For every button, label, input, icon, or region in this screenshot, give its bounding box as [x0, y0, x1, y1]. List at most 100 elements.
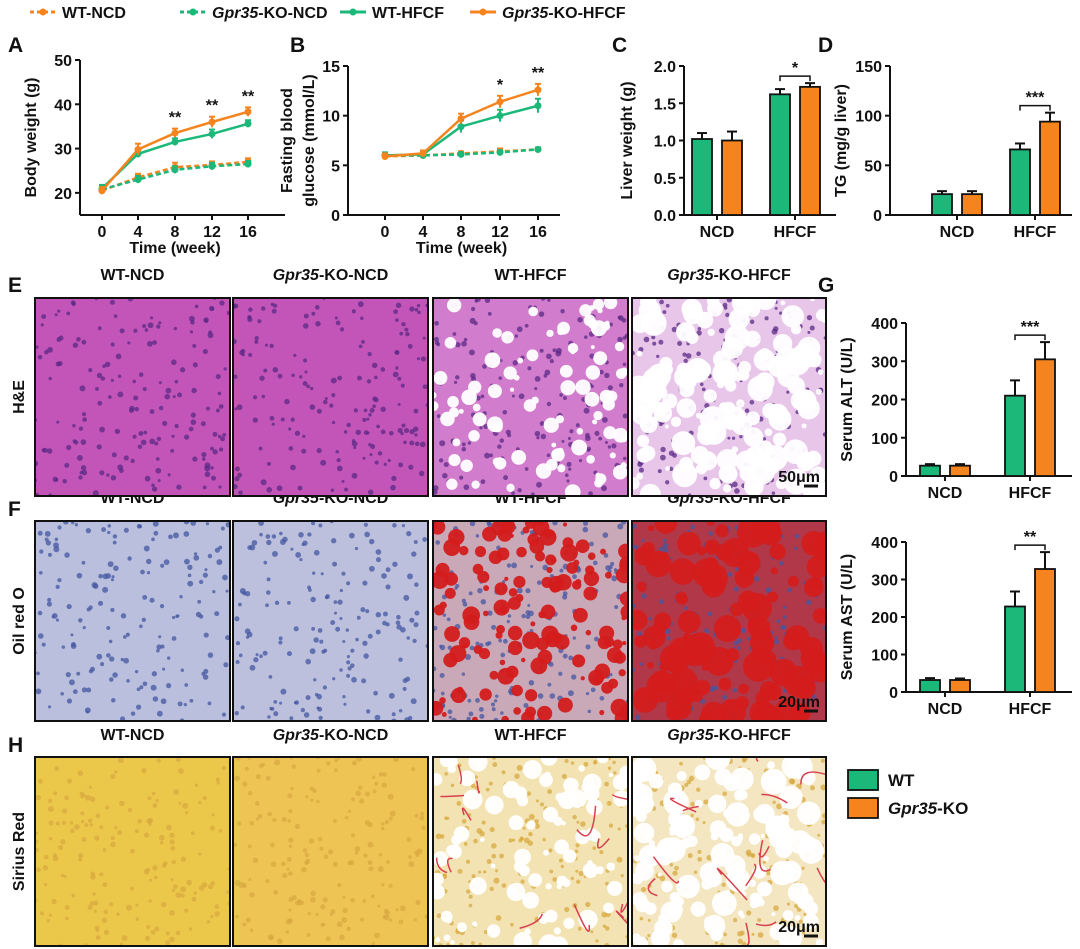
- x-axis-title: Time (week): [416, 240, 507, 257]
- data-point: [457, 150, 465, 158]
- significance-bracket: [1014, 334, 1046, 341]
- label-suffix: -KO-NCD: [258, 5, 327, 22]
- chart-G1: 0 100 200 300 400 Serum ALT (U/L) NCD HFCF ***: [839, 316, 1072, 502]
- series-Gpr35-KO-NCD: [98, 159, 252, 193]
- y-tick-label: 30: [54, 142, 72, 159]
- significance-marker: ***: [1026, 90, 1045, 107]
- label-suffix: WT-HFCF: [372, 5, 444, 22]
- bar-Gpr35-KO-NCD: [949, 464, 971, 477]
- y-axis-title: Fasting blood: [279, 88, 296, 193]
- y-axis-title: Body weight (g): [23, 78, 40, 198]
- gene-name: Gpr35: [888, 799, 938, 818]
- legend-label: WT-HFCF: [372, 5, 444, 22]
- legend-item: WT: [847, 769, 915, 791]
- micrograph: 20μm: [631, 520, 827, 722]
- chart-C: 0.0 0.5 1.0 1.5 2.0 Liver weight (g) NCD HFCF *: [619, 59, 836, 241]
- y-tick-label: 0: [889, 469, 898, 486]
- gene-name: Gpr35: [273, 727, 320, 744]
- top-legend: WT-NCD Gpr35-KO-NCD WT-HFCF Gpr35-KO-HFCF: [30, 5, 626, 22]
- panel-letter-H: H: [8, 734, 23, 757]
- x-tick-label: HFCF: [1009, 485, 1052, 502]
- scale-bar-label: 20μm: [778, 919, 820, 936]
- x-tick-label: 12: [491, 224, 509, 241]
- legend-label: WT-NCD: [62, 5, 126, 22]
- y-axis-title: Liver weight (g): [619, 81, 636, 199]
- series-WT-NCD: [98, 157, 252, 195]
- label-suffix: -KO-NCD: [319, 727, 388, 744]
- row-label: Sirius Red: [11, 812, 28, 891]
- data-point: [244, 120, 252, 128]
- x-tick-label: HFCF: [1014, 224, 1057, 241]
- chart-G2: 0 100 200 300 400 Serum AST (U/L) NCD HFCF **: [839, 529, 1072, 718]
- chart-A: 20 30 40 50 Body weight (g) 0 4 8 12 16 Time (week…: [23, 53, 285, 257]
- y-tick-label: 100: [871, 431, 898, 448]
- column-header: WT-HFCF: [495, 727, 567, 744]
- label-suffix: WT-NCD: [101, 267, 165, 284]
- micrograph-frame: [432, 520, 629, 722]
- bar-WT-HFCF: [769, 93, 791, 216]
- micrograph: [432, 756, 629, 947]
- bar-WT-HFCF: [1009, 148, 1031, 216]
- y-axis-title: TG (mg/g liver): [833, 84, 850, 197]
- column-header: Gpr35-KO-NCD: [273, 267, 389, 284]
- y-tick-label: 0.0: [654, 208, 676, 225]
- y-tick-label: 50: [864, 158, 882, 175]
- micrograph-frame: [432, 756, 629, 947]
- y-tick-label: 40: [54, 97, 72, 114]
- panel-letter-C: C: [612, 34, 627, 57]
- y-tick-label: 200: [871, 393, 898, 410]
- x-tick-label: NCD: [928, 701, 963, 718]
- micrograph: [432, 520, 629, 722]
- x-tick-label: NCD: [928, 485, 963, 502]
- tissue-background: [35, 521, 230, 721]
- legend-marker-icon: [479, 8, 487, 16]
- x-tick-label: NCD: [940, 224, 975, 241]
- y-tick-label: 20: [54, 186, 72, 203]
- row-label: H&E: [11, 380, 28, 414]
- significance-bracket: [779, 75, 811, 82]
- data-point: [98, 187, 106, 195]
- x-tick-label: 8: [457, 224, 466, 241]
- micrograph-frame: [631, 297, 827, 497]
- data-point: [171, 166, 179, 174]
- y-axis-title: Serum AST (U/L): [839, 554, 856, 681]
- micrograph: [432, 297, 629, 497]
- data-point: [496, 148, 504, 156]
- data-point: [534, 86, 542, 94]
- label-suffix: -KO-HFCF: [713, 267, 791, 284]
- data-point: [496, 98, 504, 106]
- data-point: [419, 149, 427, 157]
- significance-marker: **: [206, 98, 219, 115]
- series-Gpr35-KO-HFCF: [381, 82, 542, 160]
- x-tick-label: 16: [529, 224, 547, 241]
- significance-bracket: [1014, 544, 1046, 551]
- bar-WT-NCD: [691, 138, 713, 216]
- x-tick-label: 4: [134, 224, 143, 241]
- legend-item: Gpr35-KO-NCD: [180, 5, 328, 22]
- data-point: [208, 162, 216, 170]
- legend-marker-icon: [189, 8, 197, 16]
- micrograph-frame: [432, 297, 629, 497]
- bar-WT-NCD: [919, 679, 941, 693]
- label-suffix: -KO-HFCF: [548, 5, 626, 22]
- bar-Gpr35-KO-NCD: [949, 679, 971, 693]
- bar-WT-NCD: [919, 464, 941, 477]
- data-point: [534, 102, 542, 110]
- x-tick-label: 0: [381, 224, 390, 241]
- y-axis-title: glucose (mmol/L): [301, 74, 318, 206]
- data-point: [244, 160, 252, 168]
- data-point: [171, 129, 179, 137]
- data-point: [496, 112, 504, 120]
- significance-marker: *: [497, 77, 504, 94]
- micrograph-frame: [34, 756, 231, 947]
- micrograph: [34, 297, 231, 497]
- micrograph: [34, 756, 231, 947]
- series-Gpr35-KO-HFCF: [98, 106, 252, 195]
- micrograph: 20μm: [631, 756, 827, 947]
- y-tick-label: 400: [871, 316, 898, 333]
- tissue-background: [35, 298, 230, 496]
- legend-label: Gpr35-KO-NCD: [212, 5, 328, 22]
- x-tick-label: 4: [419, 224, 428, 241]
- micrograph: [34, 520, 231, 722]
